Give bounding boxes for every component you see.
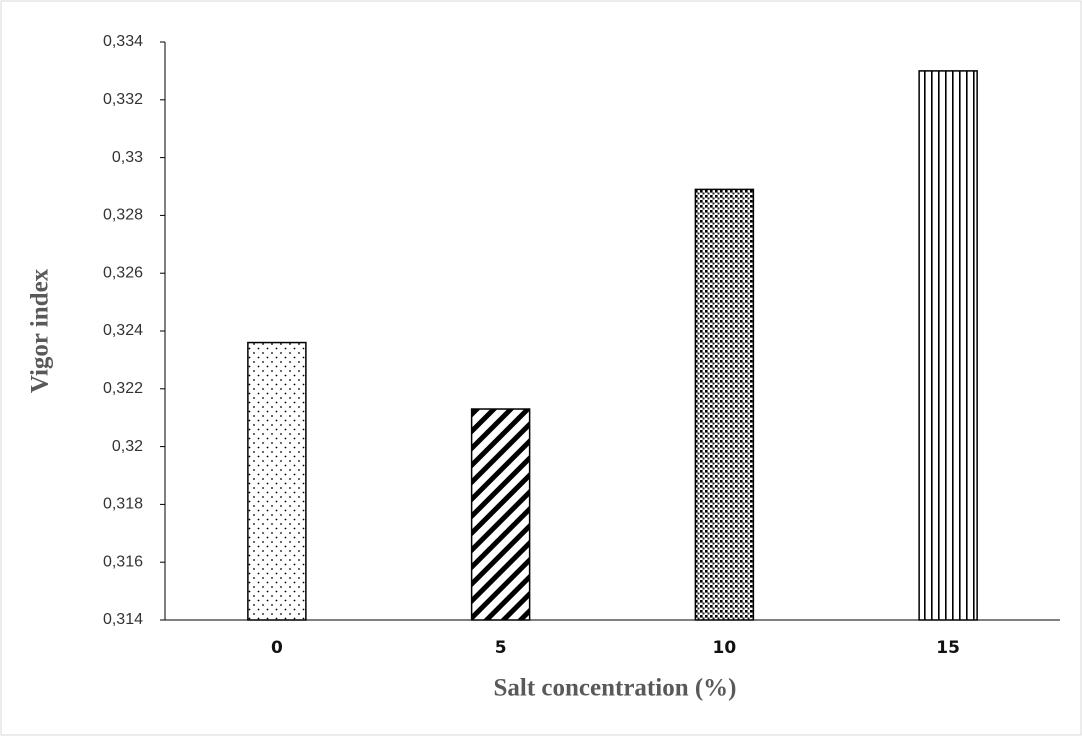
x-tick-label: 15 bbox=[936, 638, 960, 658]
bar bbox=[470, 408, 531, 621]
x-tick-label: 5 bbox=[495, 638, 507, 658]
y-tick-label: 0,324 bbox=[103, 322, 143, 339]
y-axis-title: Vigor index bbox=[27, 268, 54, 393]
bar bbox=[247, 341, 307, 621]
y-tick-label: 0,316 bbox=[103, 553, 143, 570]
y-tick-label: 0,314 bbox=[103, 611, 143, 628]
x-axis-title: Salt concentration (%) bbox=[493, 675, 736, 702]
y-tick-label: 0,32 bbox=[112, 438, 143, 455]
y-tick-label: 0,328 bbox=[103, 207, 143, 224]
y-tick-label: 0,33 bbox=[112, 149, 143, 166]
y-tick-label: 0,332 bbox=[103, 91, 143, 108]
y-tick-label: 0,322 bbox=[103, 380, 143, 397]
bar bbox=[918, 70, 978, 621]
y-tick-label: 0,334 bbox=[103, 33, 143, 50]
y-tick-label: 0,318 bbox=[103, 496, 143, 513]
bar bbox=[694, 188, 755, 621]
x-tick-label: 10 bbox=[713, 638, 737, 658]
y-tick-label: 0,326 bbox=[103, 264, 143, 281]
x-tick-label: 0 bbox=[271, 638, 283, 658]
